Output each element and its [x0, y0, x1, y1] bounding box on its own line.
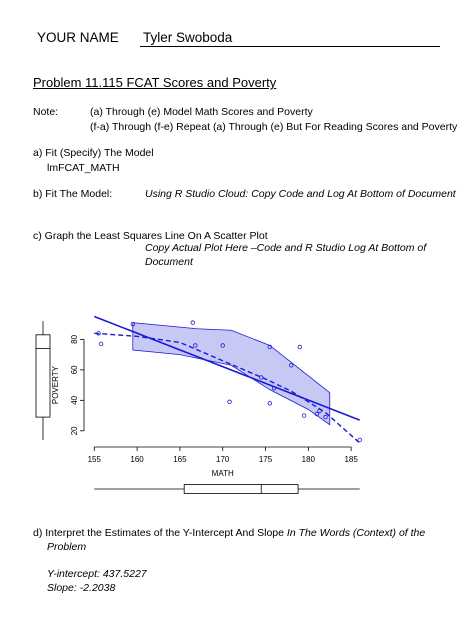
x-tick-label: 165	[173, 455, 187, 464]
y-axis-label: POVERTY	[51, 365, 60, 404]
note-line-2: (f-a) Through (f-e) Repeat (a) Through (…	[90, 121, 458, 133]
name-underline	[140, 46, 440, 47]
x-tick-label: 155	[88, 455, 102, 464]
x-tick-label: 180	[302, 455, 316, 464]
scatter-plot: 155 160 165 170 175 180 185 20 40 60 80 MATH POVERTY	[35, 315, 362, 494]
y-intercept-estimate: Y-intercept: 437.5227	[47, 568, 147, 580]
data-point	[289, 363, 294, 368]
data-point	[317, 408, 322, 414]
your-name-label: YOUR NAME	[37, 30, 119, 45]
x-tick-label: 160	[130, 455, 144, 464]
data-point	[297, 344, 302, 350]
part-b-label: b) Fit The Model:	[33, 188, 113, 200]
note-line-1: (a) Through (e) Model Math Scores and Po…	[90, 106, 313, 118]
data-point	[98, 341, 104, 347]
y-boxplot-box	[35, 334, 51, 418]
data-point	[193, 343, 198, 348]
data-point	[259, 375, 264, 380]
part-a-model: lmFCAT_MATH	[47, 162, 120, 174]
x-boxplot-box	[183, 484, 299, 494]
student-name: Tyler Swoboda	[143, 30, 233, 45]
data-point	[130, 321, 136, 327]
part-b-instruction: Using R Studio Cloud: Copy Code and Log …	[145, 188, 456, 200]
part-c-label: c) Graph the Least Squares Line On A Sca…	[33, 230, 268, 242]
data-point	[267, 344, 273, 350]
data-point	[301, 413, 307, 418]
note-label: Note:	[33, 106, 59, 118]
data-point	[357, 437, 362, 443]
data-point	[267, 401, 273, 406]
y-tick-label: 40	[70, 395, 79, 404]
x-tick-label: 185	[344, 455, 358, 464]
part-c-instruction-2: Document	[145, 256, 193, 268]
x-tick-label: 170	[216, 455, 230, 464]
data-point	[323, 414, 328, 420]
x-axis-label: MATH	[212, 469, 234, 478]
least-squares-line	[93, 315, 361, 421]
x-tick-label: 175	[259, 455, 273, 464]
part-d-label-context: In The Words (Context) of the	[286, 527, 426, 539]
part-a-label: a) Fit (Specify) The Model	[33, 147, 154, 159]
confidence-band	[132, 322, 331, 426]
part-d-label-line2: Problem	[47, 541, 87, 553]
data-point	[314, 411, 320, 417]
data-point	[220, 343, 225, 348]
data-point	[227, 399, 232, 405]
problem-title: Problem 11.115 FCAT Scores and Poverty	[33, 75, 277, 90]
data-point	[271, 385, 277, 391]
y-tick-label: 60	[70, 365, 79, 374]
part-d-label: d) Interpret the Estimates of the Y-Inte…	[33, 527, 425, 539]
data-point	[96, 331, 101, 336]
slope-estimate: Slope: -2.2038	[47, 582, 116, 594]
data-point	[190, 320, 195, 325]
part-d-label-main: d) Interpret the Estimates of the Y-Inte…	[33, 527, 284, 539]
y-tick-label: 20	[70, 426, 79, 435]
y-tick-label: 80	[70, 334, 79, 343]
part-c-instruction-1: Copy Actual Plot Here –Code and R Studio…	[145, 242, 427, 254]
